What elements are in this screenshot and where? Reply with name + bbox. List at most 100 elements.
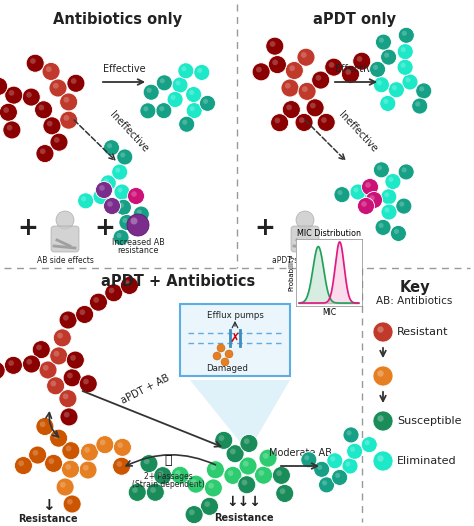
Circle shape <box>65 464 71 470</box>
Circle shape <box>96 192 101 197</box>
Circle shape <box>50 429 68 447</box>
Circle shape <box>46 66 52 72</box>
Circle shape <box>39 361 57 379</box>
Circle shape <box>9 90 14 96</box>
Circle shape <box>419 86 424 92</box>
Text: Ineffective: Ineffective <box>337 110 380 154</box>
Circle shape <box>79 461 97 479</box>
Circle shape <box>388 82 404 98</box>
Circle shape <box>377 416 383 422</box>
Circle shape <box>70 355 76 361</box>
Circle shape <box>107 201 113 207</box>
Circle shape <box>175 470 181 476</box>
Circle shape <box>258 470 264 476</box>
Circle shape <box>379 223 383 228</box>
Circle shape <box>186 86 201 103</box>
Circle shape <box>322 480 327 485</box>
Circle shape <box>99 185 105 191</box>
Circle shape <box>36 145 54 163</box>
Text: Eliminated: Eliminated <box>397 456 456 466</box>
Circle shape <box>51 381 56 387</box>
Circle shape <box>375 34 392 50</box>
Circle shape <box>301 52 307 58</box>
Circle shape <box>402 74 418 90</box>
Circle shape <box>377 326 383 333</box>
Circle shape <box>78 193 94 209</box>
Text: +: + <box>18 216 38 240</box>
Circle shape <box>63 369 81 387</box>
Circle shape <box>317 113 335 132</box>
Circle shape <box>299 117 305 123</box>
FancyBboxPatch shape <box>51 226 79 252</box>
Circle shape <box>60 482 66 488</box>
Circle shape <box>384 207 390 213</box>
Circle shape <box>95 181 112 198</box>
Circle shape <box>30 58 36 64</box>
Circle shape <box>3 121 21 139</box>
Circle shape <box>263 453 269 459</box>
Circle shape <box>314 461 330 477</box>
Circle shape <box>270 41 275 47</box>
Circle shape <box>397 44 413 59</box>
Circle shape <box>412 98 428 114</box>
Circle shape <box>354 187 358 193</box>
Circle shape <box>281 79 299 97</box>
Circle shape <box>143 84 159 100</box>
Circle shape <box>346 461 351 467</box>
Circle shape <box>40 421 46 427</box>
Circle shape <box>26 54 44 72</box>
Circle shape <box>397 59 413 75</box>
Circle shape <box>350 447 355 452</box>
Circle shape <box>178 63 194 79</box>
Circle shape <box>203 99 208 104</box>
Circle shape <box>289 65 295 71</box>
Circle shape <box>167 92 183 107</box>
Circle shape <box>191 479 196 485</box>
Circle shape <box>306 99 324 117</box>
Circle shape <box>60 93 78 111</box>
Circle shape <box>337 190 343 195</box>
Circle shape <box>56 211 74 229</box>
Circle shape <box>224 467 242 484</box>
Circle shape <box>379 37 384 43</box>
Circle shape <box>365 440 370 445</box>
Circle shape <box>22 88 40 106</box>
Circle shape <box>271 114 289 132</box>
Circle shape <box>401 47 406 52</box>
Circle shape <box>120 277 138 295</box>
Circle shape <box>346 430 352 436</box>
Circle shape <box>230 449 236 454</box>
Circle shape <box>0 77 8 95</box>
Circle shape <box>374 77 390 93</box>
Text: resistance: resistance <box>117 246 159 255</box>
Circle shape <box>319 477 335 493</box>
Text: Efflux pumps: Efflux pumps <box>207 311 264 320</box>
Circle shape <box>47 121 53 126</box>
Circle shape <box>399 201 404 207</box>
Circle shape <box>160 78 165 84</box>
Text: ↓: ↓ <box>42 498 55 512</box>
Circle shape <box>4 356 22 375</box>
Circle shape <box>63 315 69 321</box>
Circle shape <box>297 48 315 66</box>
Circle shape <box>335 473 340 478</box>
Circle shape <box>43 117 61 135</box>
Circle shape <box>42 63 60 80</box>
Circle shape <box>381 204 397 220</box>
Circle shape <box>80 309 85 315</box>
Circle shape <box>200 95 216 112</box>
Circle shape <box>194 65 210 80</box>
Circle shape <box>219 435 224 441</box>
Circle shape <box>375 219 391 236</box>
Circle shape <box>105 284 123 302</box>
Circle shape <box>373 411 393 431</box>
Circle shape <box>171 95 176 100</box>
Circle shape <box>119 215 135 230</box>
Circle shape <box>146 88 152 93</box>
Circle shape <box>321 117 327 123</box>
Circle shape <box>285 62 303 79</box>
Circle shape <box>252 63 270 81</box>
Circle shape <box>350 184 366 200</box>
Circle shape <box>402 31 407 36</box>
Polygon shape <box>190 380 290 452</box>
